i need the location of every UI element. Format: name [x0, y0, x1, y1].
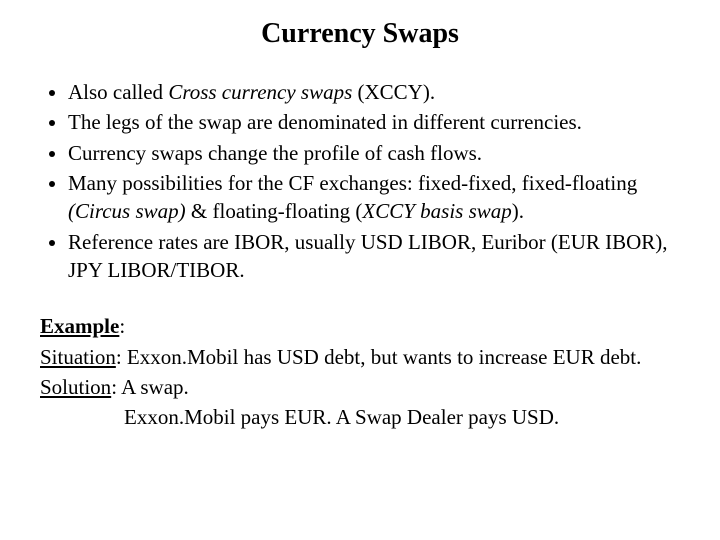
text: ). — [512, 199, 524, 223]
solution-line-2: Exxon.Mobil pays EUR. A Swap Dealer pays… — [40, 403, 680, 431]
text: : A swap. — [111, 375, 189, 399]
example-block: Example: Situation: Exxon.Mobil has USD … — [40, 312, 680, 431]
situation-label: Situation — [40, 345, 116, 369]
text: & floating-floating ( — [186, 199, 363, 223]
solution-label: Solution — [40, 375, 111, 399]
list-item: Reference rates are IBOR, usually USD LI… — [68, 228, 680, 285]
page-title: Currency Swaps — [40, 18, 680, 50]
italic-text: XCCY basis swap — [362, 199, 511, 223]
slide: Currency Swaps Also called Cross currenc… — [0, 0, 720, 432]
list-item: Also called Cross currency swaps (XCCY). — [68, 78, 680, 106]
bullet-list: Also called Cross currency swaps (XCCY).… — [40, 78, 680, 284]
example-label-line: Example: — [40, 312, 680, 340]
italic-text: (Circus swap) — [68, 199, 186, 223]
example-label: Example — [40, 314, 119, 338]
text: : — [119, 314, 125, 338]
list-item: The legs of the swap are denominated in … — [68, 108, 680, 136]
text: Also called — [68, 80, 168, 104]
solution-line: Solution: A swap. — [40, 373, 680, 401]
text: : Exxon.Mobil has USD debt, but wants to… — [116, 345, 642, 369]
list-item: Currency swaps change the profile of cas… — [68, 139, 680, 167]
situation-line: Situation: Exxon.Mobil has USD debt, but… — [40, 343, 680, 371]
italic-text: Cross currency swaps — [168, 80, 352, 104]
text: (XCCY). — [352, 80, 435, 104]
text: Many possibilities for the CF exchanges:… — [68, 171, 637, 195]
list-item: Many possibilities for the CF exchanges:… — [68, 169, 680, 226]
